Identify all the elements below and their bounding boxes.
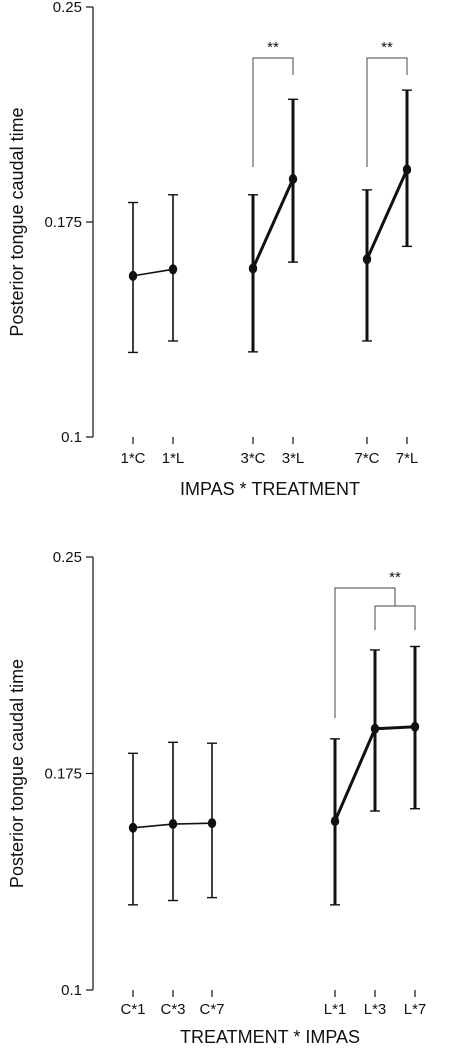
mean-point	[168, 819, 178, 830]
y-tick-label: 0.25	[53, 0, 82, 16]
mean-point	[168, 264, 178, 275]
series-line	[365, 168, 409, 260]
x-tick-label: 1*L	[162, 450, 185, 467]
significance-bracket	[334, 587, 396, 718]
mean-point	[207, 818, 217, 829]
series-line	[251, 178, 295, 270]
x-tick-label: L*7	[404, 1001, 427, 1018]
x-tick-label: C*1	[120, 1001, 145, 1018]
significance-label: **	[267, 39, 279, 56]
series-line	[132, 268, 174, 277]
y-tick-label: 0.1	[61, 982, 82, 999]
y-tick-label: 0.175	[44, 214, 82, 231]
significance-label: **	[389, 569, 401, 586]
mean-point	[402, 164, 412, 175]
x-tick-label: 3*L	[282, 450, 305, 467]
x-tick-label: C*7	[199, 1001, 224, 1018]
mean-point	[362, 254, 372, 265]
x-axis-title: TREATMENT * IMPAS	[180, 1027, 360, 1047]
y-axis-title: Posterior tongue caudal time	[7, 659, 27, 888]
significance-bracket	[252, 57, 294, 167]
x-axis-title: IMPAS * TREATMENT	[180, 479, 360, 499]
mean-point	[288, 174, 298, 184]
mean-point	[248, 263, 258, 274]
x-tick-label: L*1	[324, 1001, 347, 1018]
x-tick-label: 1*C	[120, 450, 145, 467]
mean-point	[128, 270, 138, 281]
significance-bracket-inner	[374, 605, 416, 630]
x-tick-label: L*3	[364, 1001, 387, 1018]
significance-label: **	[381, 39, 393, 56]
y-tick-label: 0.25	[53, 549, 82, 566]
y-tick-label: 0.175	[44, 766, 82, 783]
x-tick-label: 7*L	[396, 450, 419, 467]
mean-point	[330, 816, 340, 827]
mean-point	[128, 822, 138, 833]
mean-point	[410, 721, 420, 732]
x-tick-label: 3*C	[240, 450, 265, 467]
mean-point	[370, 723, 380, 734]
significance-bracket	[366, 57, 408, 167]
y-axis-title: Posterior tongue caudal time	[7, 107, 27, 336]
y-tick-label: 0.1	[61, 429, 82, 446]
x-tick-label: C*3	[160, 1001, 185, 1018]
x-tick-label: 7*C	[354, 450, 379, 467]
